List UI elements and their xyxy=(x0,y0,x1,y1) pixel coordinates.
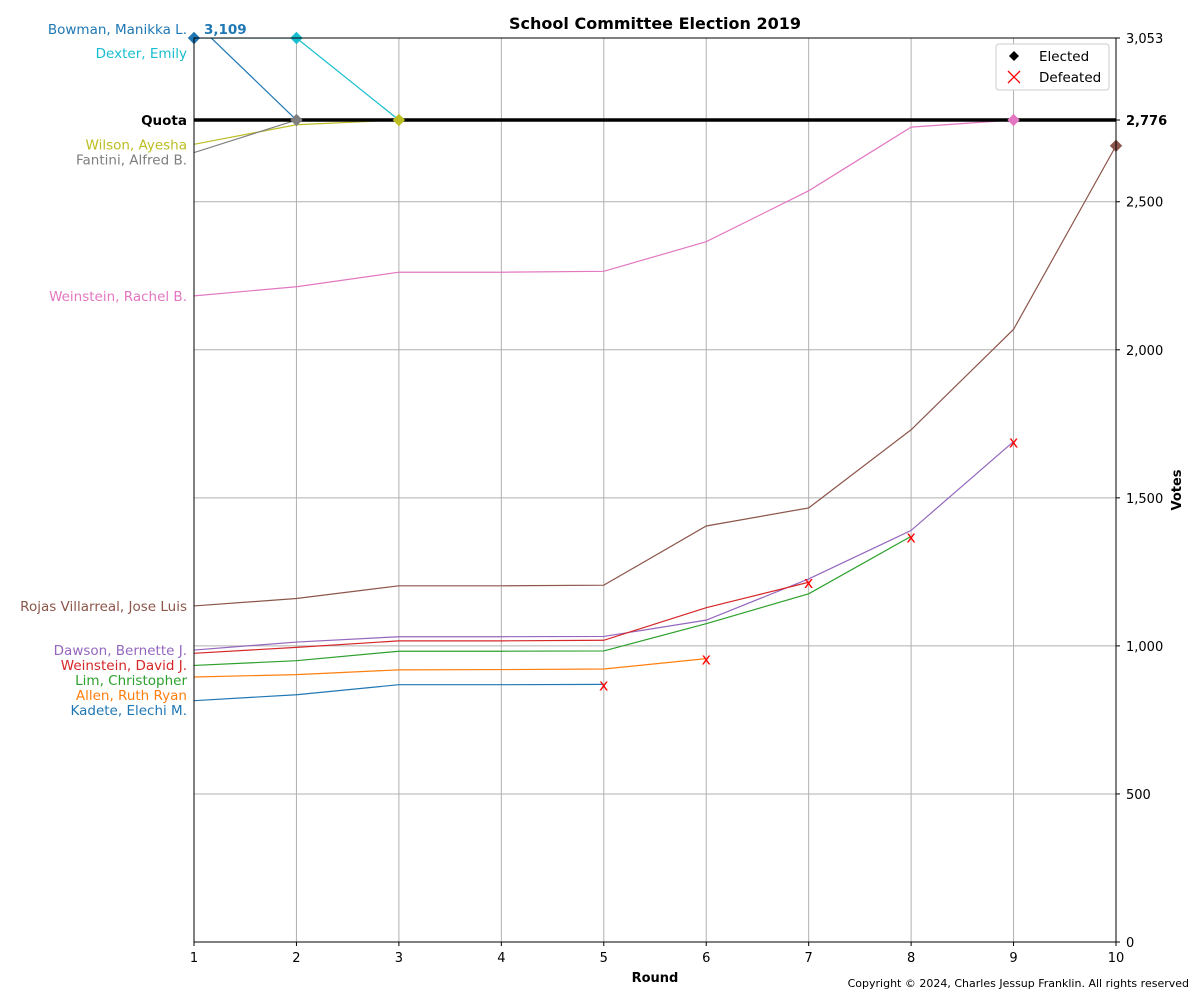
candidate-label: Wilson, Ayesha xyxy=(86,137,187,153)
candidate-label: Rojas Villarreal, Jose Luis xyxy=(20,599,187,615)
legend-elected-marker xyxy=(1009,51,1019,61)
x-tick-label: 6 xyxy=(702,951,710,966)
x-tick-label: 8 xyxy=(907,951,915,966)
elected-marker xyxy=(392,113,406,127)
candidate-label: Fantini, Alfred B. xyxy=(76,152,187,168)
legend: Elected Defeated xyxy=(995,43,1110,91)
candidate-label: Weinstein, David J. xyxy=(61,658,187,674)
series-line xyxy=(194,581,809,654)
y-tick-label: 2,000 xyxy=(1126,344,1163,359)
y-tick-label: 1,500 xyxy=(1126,492,1163,507)
candidate-label: Allen, Ruth Ryan xyxy=(76,688,187,704)
series-lines xyxy=(194,38,1116,702)
candidate-label: Dawson, Bernette J. xyxy=(54,643,187,659)
axes: 1 2 3 4 5 6 7 8 9 100 500 1,000 1,500 2,000 2,500 2,776… xyxy=(190,32,1167,966)
x-tick-label: 1 xyxy=(190,951,198,966)
copyright: Copyright © 2024, Charles Jessup Frankli… xyxy=(848,977,1189,990)
legend-elected-label: Elected xyxy=(1039,49,1089,65)
series-line xyxy=(194,145,1116,607)
series-line xyxy=(194,535,912,667)
x-tick-label: 10 xyxy=(1108,951,1125,966)
elected-marker xyxy=(290,113,303,127)
legend-box xyxy=(995,43,1110,91)
quota-label: Quota xyxy=(141,113,187,129)
grid xyxy=(193,37,1117,943)
series-line xyxy=(194,683,604,702)
defeated-marker: x xyxy=(599,675,608,694)
candidate-label: Lim, Christopher xyxy=(75,673,187,689)
x-tick-label: 5 xyxy=(600,951,608,966)
x-axis-label: Round xyxy=(632,971,679,986)
defeated-marker: x xyxy=(701,650,710,669)
series-line xyxy=(194,441,1014,651)
series-line xyxy=(194,38,400,121)
x-tick-label: 7 xyxy=(805,951,813,966)
y-tick-label: 500 xyxy=(1126,788,1151,803)
x-tick-label: 4 xyxy=(497,951,505,966)
quota-line-group: Quota xyxy=(141,113,1116,129)
defeated-marker: x xyxy=(906,527,915,546)
y-tick-label: 2,500 xyxy=(1126,196,1163,211)
y-axis-label: Votes xyxy=(1170,469,1185,510)
y-tick-label: 0 xyxy=(1126,936,1134,951)
max-value-annotation: 3,109 xyxy=(204,22,247,38)
series-line xyxy=(194,119,1014,297)
series-line xyxy=(210,38,297,121)
legend-defeated-label: Defeated xyxy=(1039,70,1101,86)
candidate-label: Dexter, Emily xyxy=(96,46,187,62)
y-tick-label: 1,000 xyxy=(1126,640,1163,655)
series-line xyxy=(194,658,707,678)
candidate-label: Bowman, Manikka L. xyxy=(48,22,187,38)
plot-frame xyxy=(193,37,1117,943)
defeated-marker: x xyxy=(1009,433,1018,452)
x-tick-label: 3 xyxy=(395,951,403,966)
y-tick-label: 2,776 xyxy=(1126,114,1167,129)
candidate-label: Kadete, Elechi M. xyxy=(71,703,188,719)
y-tick-label: 3,053 xyxy=(1126,32,1163,47)
legend-defeated-marker xyxy=(1007,70,1021,84)
candidate-label: Weinstein, Rachel B. xyxy=(49,289,187,305)
chart-title: School Committee Election 2019 xyxy=(509,14,801,33)
defeated-marker: x xyxy=(804,573,813,592)
series-line xyxy=(194,119,297,154)
elected-marker xyxy=(1007,113,1020,127)
x-tick-label: 2 xyxy=(292,951,300,966)
candidate-labels: Bowman, Manikka L. Dexter, Emily Wilson, A… xyxy=(20,22,247,719)
x-tick-label: 9 xyxy=(1009,951,1017,966)
